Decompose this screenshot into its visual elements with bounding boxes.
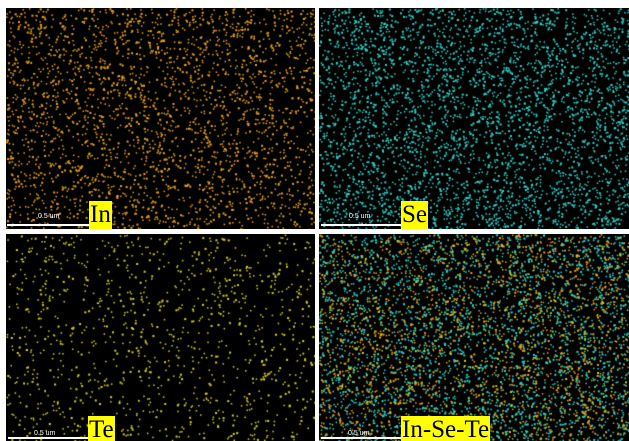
se-map-panel: 0.5 um Se — [319, 8, 629, 229]
in-se-te-dot-map — [319, 234, 629, 441]
scale-bar-label: 0.5 um — [349, 213, 371, 220]
scale-bar — [321, 224, 401, 226]
element-label-in-se-te: In-Se-Te — [401, 416, 491, 441]
element-label-se: Se — [401, 201, 428, 229]
scale-bar — [8, 437, 88, 439]
in-dot-map — [6, 8, 315, 229]
in-se-te-map-panel: 0.5 um In-Se-Te — [319, 234, 629, 441]
scale-bar-label: 0.5 um — [34, 430, 56, 437]
element-label-te: Te — [88, 416, 115, 441]
te-dot-map — [6, 234, 315, 441]
se-dot-map — [319, 8, 629, 229]
te-map-panel: 0.5 um Te — [6, 234, 315, 441]
panel-divider — [0, 229, 629, 234]
scale-bar — [7, 224, 89, 226]
element-label-in: In — [89, 201, 112, 229]
in-map-panel: 0.5 um In — [6, 8, 315, 229]
scale-bar-label: 0.5 um — [38, 213, 60, 220]
scale-bar-label: 0.5 um — [348, 430, 370, 437]
scale-bar — [321, 437, 401, 439]
